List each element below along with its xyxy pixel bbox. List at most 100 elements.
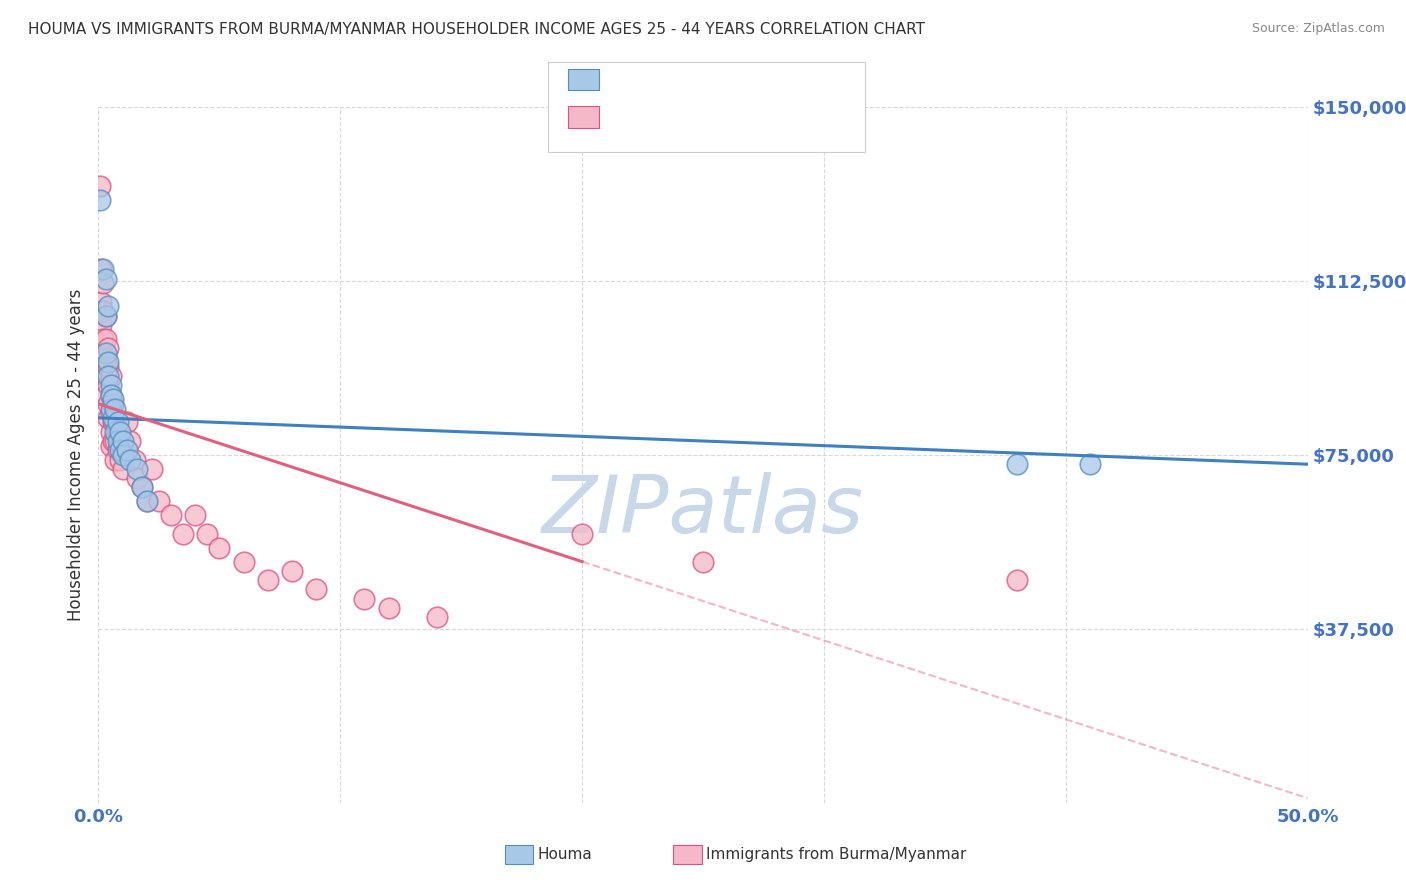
Text: 60: 60 — [761, 109, 783, 127]
Point — [91, 364, 114, 378]
Point — [100, 387, 122, 401]
Point — [94, 309, 117, 323]
Point — [692, 555, 714, 569]
Point — [108, 425, 131, 439]
Text: Immigrants from Burma/Myanmar: Immigrants from Burma/Myanmar — [706, 847, 966, 862]
Point — [135, 494, 157, 508]
Point — [377, 601, 399, 615]
Point — [90, 318, 112, 332]
Point — [94, 387, 117, 401]
Point — [94, 332, 117, 346]
Text: -0.281: -0.281 — [645, 109, 704, 127]
Point — [232, 555, 254, 569]
Text: -0.141: -0.141 — [645, 71, 704, 89]
Point — [100, 401, 122, 416]
Point — [172, 526, 194, 541]
Point — [100, 439, 122, 453]
Point — [118, 452, 141, 467]
Point — [111, 434, 134, 448]
Text: Source: ZipAtlas.com: Source: ZipAtlas.com — [1251, 22, 1385, 36]
Point — [111, 448, 134, 462]
Point — [91, 304, 114, 318]
Point — [97, 410, 120, 425]
Point — [104, 452, 127, 467]
Point — [148, 494, 170, 508]
Point — [107, 416, 129, 430]
Point — [90, 262, 112, 277]
Text: N =: N = — [724, 109, 761, 127]
Point — [91, 277, 114, 291]
Point — [97, 355, 120, 369]
Point — [107, 434, 129, 448]
Point — [117, 416, 139, 430]
Point — [160, 508, 183, 523]
Point — [353, 591, 375, 606]
Point — [97, 369, 120, 384]
Point — [108, 434, 131, 448]
Point — [195, 526, 218, 541]
Point — [91, 332, 114, 346]
Point — [100, 406, 122, 420]
Point — [281, 564, 304, 578]
Point — [90, 294, 112, 309]
Point — [127, 462, 149, 476]
Point — [1007, 457, 1029, 471]
Point — [101, 410, 124, 425]
Point — [135, 494, 157, 508]
Point — [104, 425, 127, 439]
Text: 28: 28 — [761, 71, 783, 89]
Text: R =: R = — [606, 109, 643, 127]
Point — [97, 378, 120, 392]
Point — [97, 341, 120, 355]
Point — [131, 480, 153, 494]
Point — [94, 271, 117, 285]
Point — [91, 262, 114, 277]
Point — [111, 462, 134, 476]
Point — [101, 392, 124, 407]
Point — [100, 425, 122, 439]
Point — [94, 309, 117, 323]
Point — [89, 193, 111, 207]
Point — [108, 443, 131, 458]
Point — [124, 452, 146, 467]
Point — [107, 425, 129, 439]
Point — [208, 541, 231, 555]
Point — [131, 480, 153, 494]
Point — [100, 378, 122, 392]
Point — [89, 178, 111, 193]
Point — [94, 346, 117, 360]
Point — [91, 351, 114, 365]
Point — [101, 397, 124, 411]
Point — [107, 443, 129, 458]
Point — [1007, 573, 1029, 587]
Text: Houma: Houma — [537, 847, 592, 862]
Text: ZIPatlas: ZIPatlas — [541, 472, 865, 549]
Point — [117, 443, 139, 458]
Point — [104, 401, 127, 416]
Point — [141, 462, 163, 476]
Text: R =: R = — [606, 71, 643, 89]
Point — [100, 369, 122, 384]
Point — [94, 351, 117, 365]
Point — [94, 369, 117, 384]
Point — [111, 443, 134, 458]
Y-axis label: Householder Income Ages 25 - 44 years: Householder Income Ages 25 - 44 years — [66, 289, 84, 621]
Point — [118, 434, 141, 448]
Point — [571, 526, 593, 541]
Point — [97, 397, 120, 411]
Point — [426, 610, 449, 624]
Point — [184, 508, 207, 523]
Point — [104, 416, 127, 430]
Text: HOUMA VS IMMIGRANTS FROM BURMA/MYANMAR HOUSEHOLDER INCOME AGES 25 - 44 YEARS COR: HOUMA VS IMMIGRANTS FROM BURMA/MYANMAR H… — [28, 22, 925, 37]
Point — [305, 582, 328, 597]
Point — [127, 471, 149, 485]
Point — [100, 387, 122, 401]
Point — [101, 434, 124, 448]
Point — [1078, 457, 1101, 471]
Point — [97, 359, 120, 374]
Text: N =: N = — [724, 71, 761, 89]
Point — [256, 573, 278, 587]
Point — [97, 300, 120, 314]
Point — [108, 452, 131, 467]
Point — [101, 416, 124, 430]
